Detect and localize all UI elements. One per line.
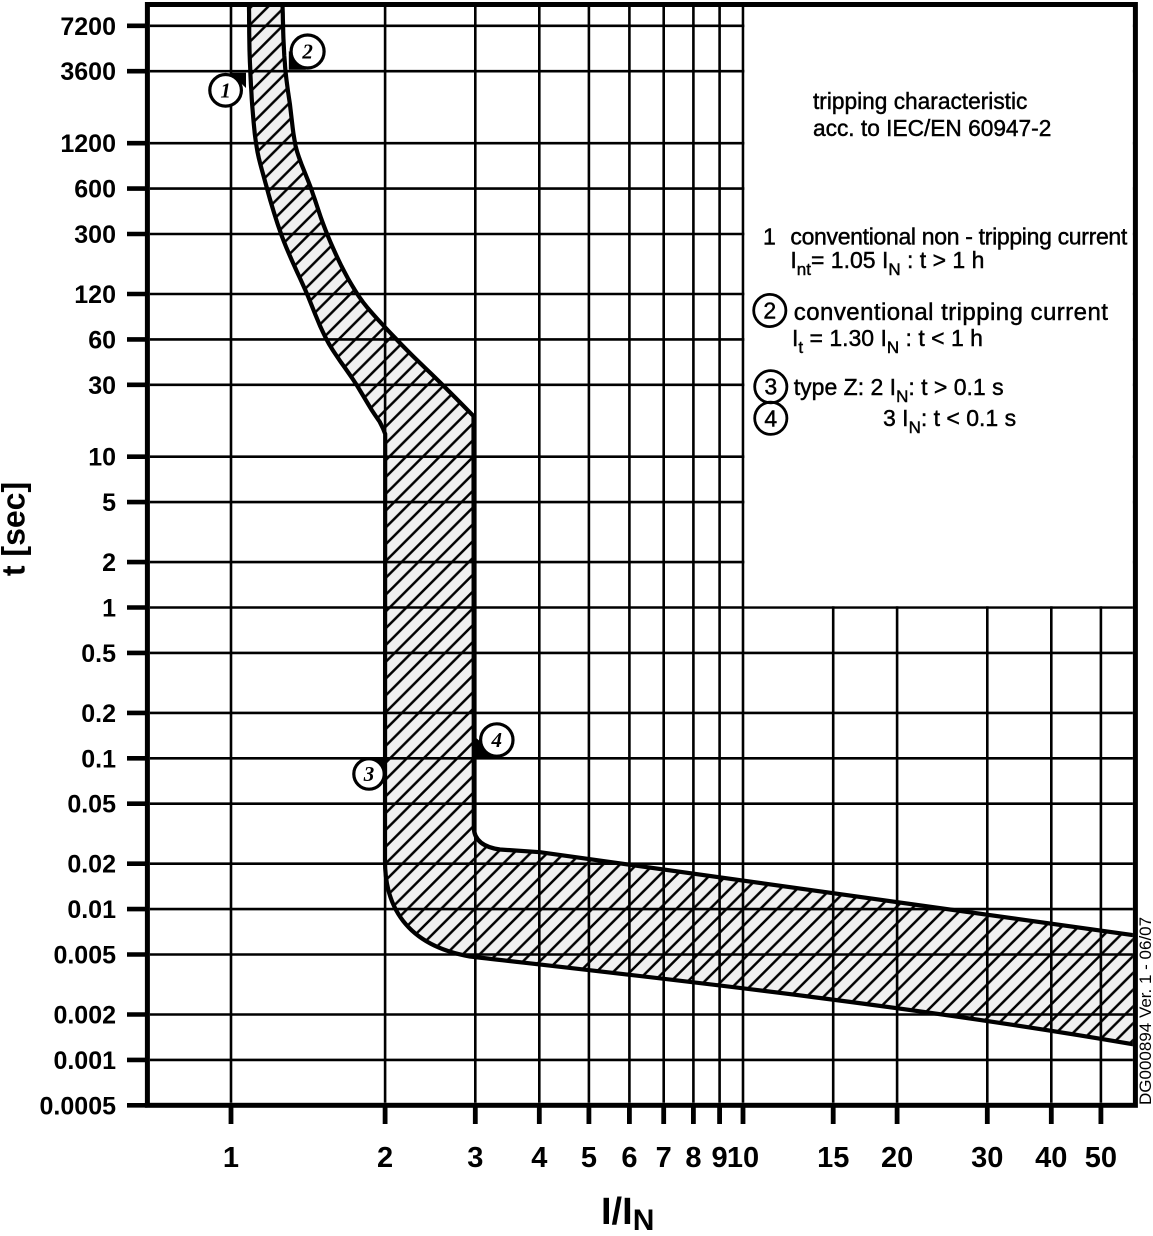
svg-text:60: 60 <box>88 326 116 354</box>
svg-text:conventional non - tripping cu: conventional non - tripping current <box>790 224 1127 250</box>
svg-text:7: 7 <box>656 1142 672 1174</box>
svg-text:acc. to IEC/EN 60947-2: acc. to IEC/EN 60947-2 <box>813 115 1051 141</box>
svg-text:5: 5 <box>102 489 116 517</box>
svg-text:0.2: 0.2 <box>81 700 116 728</box>
svg-text:1200: 1200 <box>60 130 116 158</box>
svg-text:10: 10 <box>727 1142 759 1174</box>
svg-text:0.0005: 0.0005 <box>40 1092 117 1120</box>
svg-text:0.005: 0.005 <box>53 942 116 970</box>
svg-text:DG000894 Ver. 1 - 06/07: DG000894 Ver. 1 - 06/07 <box>1136 917 1153 1105</box>
svg-text:40: 40 <box>1035 1142 1067 1174</box>
svg-text:2: 2 <box>763 298 776 324</box>
svg-text:conventional tripping current: conventional tripping current <box>794 299 1109 326</box>
svg-text:120: 120 <box>74 281 116 309</box>
svg-text:5: 5 <box>581 1142 597 1174</box>
svg-text:t [sec]: t [sec] <box>0 482 32 576</box>
svg-text:300: 300 <box>74 221 116 249</box>
svg-text:2: 2 <box>301 40 313 64</box>
svg-text:15: 15 <box>817 1142 849 1174</box>
svg-text:3 IN: t < 0.1 s: 3 IN: t < 0.1 s <box>883 405 1016 437</box>
svg-text:0.5: 0.5 <box>81 640 116 668</box>
svg-text:1: 1 <box>220 78 231 102</box>
svg-text:0.05: 0.05 <box>67 791 116 819</box>
svg-text:4: 4 <box>491 728 503 752</box>
svg-text:2: 2 <box>377 1142 393 1174</box>
svg-text:2: 2 <box>102 549 116 577</box>
svg-text:1: 1 <box>102 595 116 623</box>
svg-text:7200: 7200 <box>60 13 116 41</box>
svg-text:1: 1 <box>223 1142 239 1174</box>
svg-text:8: 8 <box>685 1142 701 1174</box>
svg-text:10: 10 <box>88 444 116 472</box>
svg-text:4: 4 <box>764 405 777 431</box>
svg-text:9: 9 <box>712 1142 728 1174</box>
svg-text:30: 30 <box>88 372 116 400</box>
svg-text:50: 50 <box>1085 1142 1117 1174</box>
svg-text:It = 1.30 IN : t < 1 h: It = 1.30 IN : t < 1 h <box>792 325 983 357</box>
svg-text:3600: 3600 <box>60 58 116 86</box>
svg-text:3: 3 <box>467 1142 483 1174</box>
svg-text:20: 20 <box>881 1142 913 1174</box>
svg-text:6: 6 <box>621 1142 637 1174</box>
svg-text:3: 3 <box>363 762 375 786</box>
svg-text:0.001: 0.001 <box>53 1047 116 1075</box>
svg-text:600: 600 <box>74 176 116 204</box>
svg-text:0.02: 0.02 <box>67 851 116 879</box>
svg-text:0.01: 0.01 <box>67 896 116 924</box>
svg-text:3: 3 <box>764 374 777 400</box>
svg-text:0.1: 0.1 <box>81 745 116 773</box>
svg-text:4: 4 <box>531 1142 547 1174</box>
svg-text:1: 1 <box>763 224 776 250</box>
svg-text:tripping characteristic: tripping characteristic <box>813 88 1027 114</box>
svg-text:0.002: 0.002 <box>53 1002 116 1030</box>
svg-text:30: 30 <box>971 1142 1003 1174</box>
